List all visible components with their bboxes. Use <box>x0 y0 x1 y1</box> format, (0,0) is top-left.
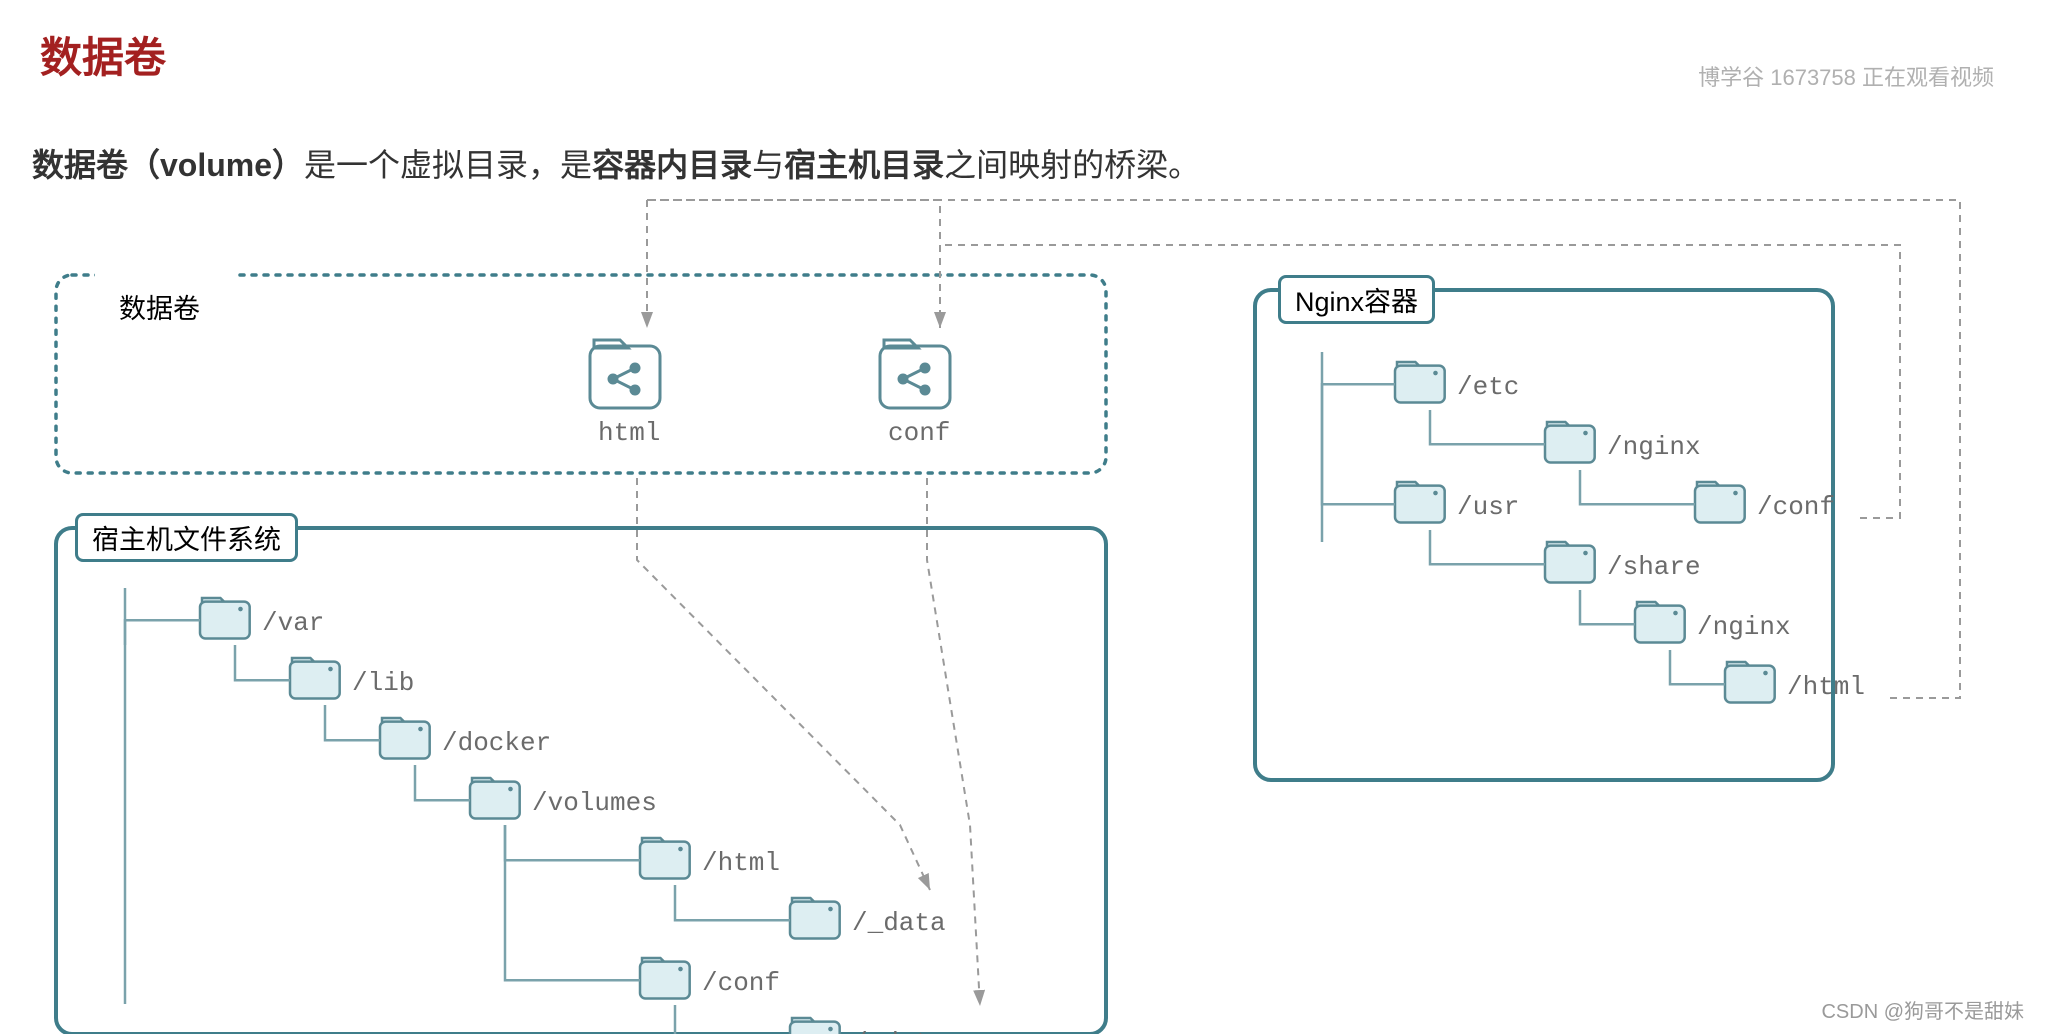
node-label: /lib <box>352 668 414 698</box>
node-label: /_data <box>852 1028 946 1034</box>
node-label: /conf <box>1757 492 1835 522</box>
subtitle-bold-1: 数据卷（volume） <box>32 147 304 183</box>
node-label: /nginx <box>1607 432 1701 462</box>
node-label: html <box>598 418 660 448</box>
subtitle-plain-2: 与 <box>752 147 784 183</box>
node-label: conf <box>888 418 950 448</box>
node-label: /volumes <box>532 788 657 818</box>
page-title: 数据卷 <box>40 24 166 85</box>
node-label: /_data <box>852 908 946 938</box>
node-label: /var <box>262 608 324 638</box>
box-label: 宿主机文件系统 <box>75 513 298 562</box>
subtitle-plain-3: 之间映射的桥梁。 <box>944 147 1200 183</box>
node-label: /usr <box>1457 492 1519 522</box>
node-label: /docker <box>442 728 551 758</box>
node-label: /nginx <box>1697 612 1791 642</box>
subtitle: 数据卷（volume）是一个虚拟目录，是容器内目录与宿主机目录之间映射的桥梁。 <box>32 140 1200 186</box>
watermark-top: 博学谷 1673758 正在观看视频 <box>1698 60 1994 92</box>
node-label: /conf <box>702 968 780 998</box>
node-label: /share <box>1607 552 1701 582</box>
node-label: /html <box>1787 672 1865 702</box>
subtitle-bold-2: 容器内目录 <box>592 147 752 183</box>
node-label: /html <box>702 848 780 878</box>
watermark-bottom: CSDN @狗哥不是甜妹 <box>1821 995 2024 1024</box>
box-label: 数据卷 <box>105 285 214 328</box>
subtitle-bold-3: 宿主机目录 <box>784 147 944 183</box>
subtitle-plain-1: 是一个虚拟目录，是 <box>304 147 592 183</box>
node-label: /etc <box>1457 372 1519 402</box>
box-label: Nginx容器 <box>1278 275 1435 324</box>
